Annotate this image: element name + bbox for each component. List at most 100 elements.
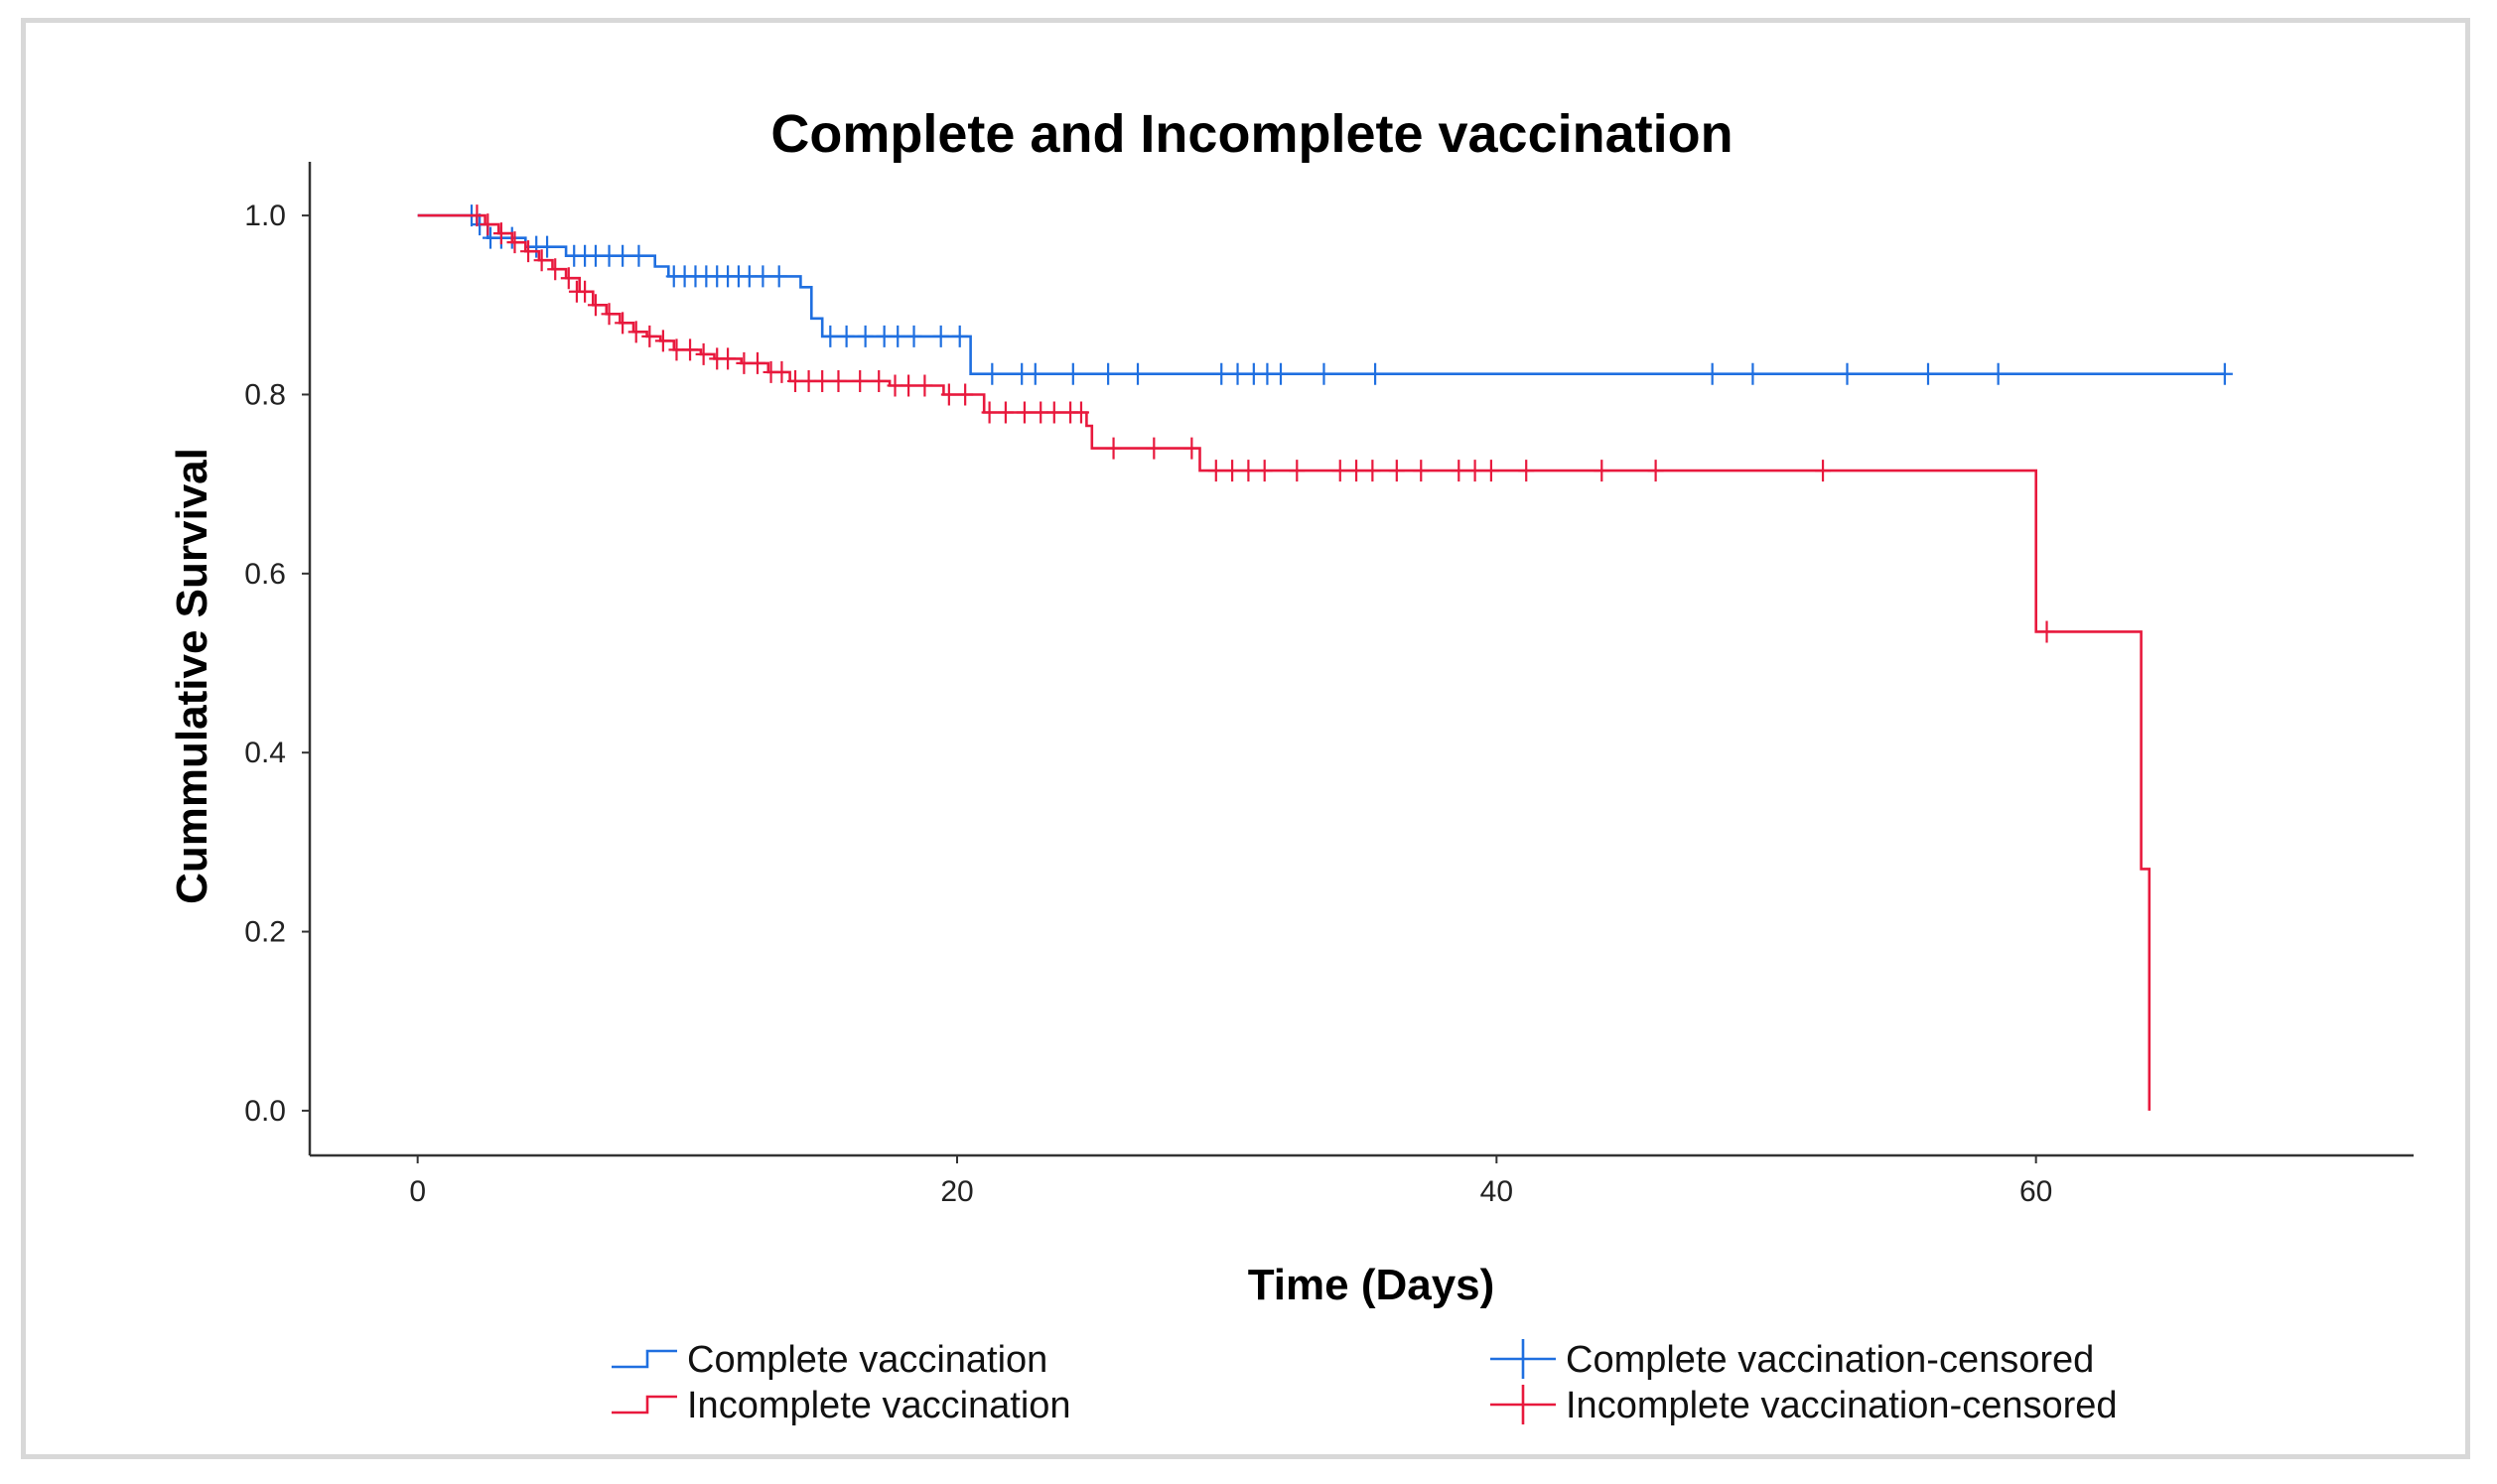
incomplete-vaccination-censor-mark [916, 374, 933, 397]
incomplete-vaccination-censor-mark [852, 369, 869, 392]
legend-swatch-incomplete-vaccination-censored [1490, 1385, 1556, 1424]
complete-vaccination-censor-mark [984, 362, 1001, 385]
complete-vaccination-censor-mark [1704, 362, 1721, 385]
complete-vaccination-censor-mark [1213, 362, 1230, 385]
chart-title: Complete and Incomplete vaccination [770, 104, 1733, 164]
y-tick-label: 0.8 [244, 378, 286, 411]
incomplete-vaccination-censor-mark [577, 280, 594, 303]
complete-vaccination-censor-mark [1229, 362, 1246, 385]
complete-vaccination-censor-mark [876, 325, 893, 347]
legend-label-incomplete-vaccination: Incomplete vaccination [687, 1385, 1071, 1426]
incomplete-vaccination-censor-mark [641, 325, 658, 347]
incomplete-vaccination-censor-mark [1045, 401, 1062, 424]
complete-vaccination-censor-mark [905, 325, 922, 347]
complete-vaccination-censor-mark [2216, 362, 2233, 385]
incomplete-vaccination-censor-mark [997, 401, 1014, 424]
incomplete-vaccination-censor-mark [800, 369, 817, 392]
legend-label-complete-vaccination-censored: Complete vaccination-censored [1566, 1339, 2094, 1381]
incomplete-vaccination-censor-mark [1413, 460, 1430, 482]
complete-vaccination-censor-mark [1839, 362, 1856, 385]
incomplete-vaccination-censor-mark [1594, 460, 1610, 482]
incomplete-vaccination-censor-mark [773, 360, 790, 383]
complete-vaccination-censor-mark [770, 265, 787, 288]
complete-vaccination-censor-mark [890, 325, 906, 347]
incomplete-vaccination-censor-mark [1072, 401, 1089, 424]
complete-vaccination-censor-mark [932, 325, 949, 347]
incomplete-vaccination-censor-mark [1482, 460, 1499, 482]
incomplete-vaccination-censor-mark [1256, 460, 1273, 482]
incomplete-vaccination-censor-mark [957, 383, 974, 406]
complete-vaccination-censor-mark [630, 244, 647, 267]
incomplete-vaccination-censor-mark [814, 369, 831, 392]
complete-vaccination-censor-mark [755, 265, 771, 288]
incomplete-vaccination-censor-mark [1518, 460, 1535, 482]
incomplete-vaccination-censor-mark [587, 294, 604, 317]
incomplete-vaccination-censor-mark [1364, 460, 1381, 482]
y-tick-label: 0.0 [244, 1095, 286, 1128]
incomplete-vaccination-censor-mark [1331, 460, 1348, 482]
incomplete-vaccination-censor-mark [1146, 437, 1163, 460]
incomplete-vaccination-censor-mark [492, 222, 509, 245]
incomplete-vaccination-censor-mark [1105, 437, 1122, 460]
incomplete-vaccination-censor-mark [695, 342, 712, 365]
legend-label-complete-vaccination: Complete vaccination [687, 1339, 1047, 1381]
incomplete-vaccination-censor-mark [940, 383, 957, 406]
incomplete-vaccination-censor-mark [901, 374, 917, 397]
y-tick-label: 0.4 [244, 737, 286, 769]
incomplete-vaccination-censor-mark [1240, 460, 1257, 482]
incomplete-vaccination-censor-mark [615, 312, 631, 335]
incomplete-vaccination-censor-mark [1815, 460, 1832, 482]
legend-swatch-complete-vaccination-censored [1490, 1339, 1556, 1379]
incomplete-vaccination-censor-mark [1183, 437, 1200, 460]
incomplete-vaccination-censor-mark [520, 240, 537, 263]
incomplete-vaccination-censor-mark [533, 249, 550, 272]
series-group [417, 204, 2233, 1111]
incomplete-vaccination-censor-mark [601, 303, 618, 326]
complete-vaccination-censor-mark [1014, 362, 1031, 385]
incomplete-vaccination-censor-mark [469, 204, 486, 227]
y-tick-label: 0.2 [244, 916, 286, 949]
legend-label-incomplete-vaccination-censored: Incomplete vaccination-censored [1566, 1385, 2118, 1426]
incomplete-vaccination-censor-mark [787, 369, 803, 392]
x-tick-label: 0 [409, 1175, 426, 1208]
complete-vaccination-censor-mark [1367, 362, 1384, 385]
incomplete-vaccination-censor-mark [560, 267, 577, 290]
incomplete-vaccination-censor-mark [1033, 401, 1049, 424]
incomplete-vaccination-censor-mark [1016, 401, 1033, 424]
incomplete-vaccination-censor-mark [1207, 460, 1224, 482]
y-tick-label: 0.6 [244, 558, 286, 591]
complete-vaccination-censor-mark [838, 325, 855, 347]
x-tick-label: 40 [1480, 1175, 1513, 1208]
incomplete-vaccination-censor-mark [981, 401, 998, 424]
incomplete-vaccination-censor-mark [749, 351, 765, 374]
incomplete-vaccination-censor-mark [506, 231, 523, 254]
x-tick-label: 60 [2019, 1175, 2052, 1208]
complete-vaccination-censor-mark [1064, 362, 1081, 385]
y-tick-label: 1.0 [244, 200, 286, 232]
incomplete-vaccination-censor-mark [1289, 460, 1306, 482]
incomplete-vaccination-censor-mark [736, 351, 753, 374]
complete-vaccination-censor-mark [1744, 362, 1761, 385]
incomplete-vaccination-censor-mark [668, 338, 685, 361]
incomplete-vaccination-censor-mark [1451, 460, 1467, 482]
incomplete-vaccination-censor-mark [480, 213, 496, 236]
incomplete-vaccination-censor-mark [547, 258, 564, 281]
y-tick-group: 0.0 0.2 0.4 0.6 0.8 1.0 [244, 200, 310, 1128]
incomplete-vaccination-censor-mark [2038, 620, 2055, 643]
incomplete-vaccination-censor-mark [1466, 460, 1483, 482]
legend-swatch-complete-vaccination [612, 1349, 677, 1369]
complete-vaccination-censor-mark [615, 244, 631, 267]
complete-vaccination-censor-mark [1130, 362, 1147, 385]
complete-vaccination-censor-mark [1990, 362, 2007, 385]
incomplete-vaccination-censor-mark [887, 374, 903, 397]
complete-vaccination-censor-mark [1245, 362, 1262, 385]
complete-vaccination-censor-mark [1920, 362, 1936, 385]
complete-vaccination-censor-mark [741, 265, 758, 288]
figure-frame: Complete and Incomplete vaccination Cumm… [21, 18, 2470, 1459]
complete-vaccination-censor-mark [1259, 362, 1276, 385]
incomplete-vaccination-censor-mark [871, 369, 888, 392]
km-chart: Complete and Incomplete vaccination Cumm… [168, 104, 2414, 1426]
x-tick-group: 0 20 40 60 [409, 1155, 2052, 1208]
y-axis-label: Cummulative Survival [168, 448, 216, 904]
